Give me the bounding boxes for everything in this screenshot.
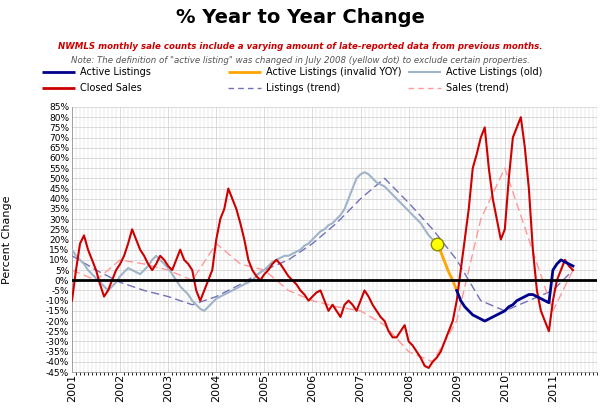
Text: % Year to Year Change: % Year to Year Change [176, 8, 424, 27]
Text: Note: The definition of "active listing" was changed in July 2008 (yellow dot) t: Note: The definition of "active listing"… [71, 56, 529, 65]
Text: Sales (trend): Sales (trend) [446, 83, 509, 93]
Text: Active Listings (old): Active Listings (old) [446, 67, 542, 77]
Text: Closed Sales: Closed Sales [80, 83, 142, 93]
Text: Active Listings: Active Listings [80, 67, 151, 77]
Text: Active Listings (invalid YOY): Active Listings (invalid YOY) [266, 67, 401, 77]
Text: Percent Change: Percent Change [2, 195, 12, 284]
Text: Listings (trend): Listings (trend) [266, 83, 340, 93]
Text: NWMLS monthly sale counts include a varying amount of late-reported data from pr: NWMLS monthly sale counts include a vary… [58, 42, 542, 51]
